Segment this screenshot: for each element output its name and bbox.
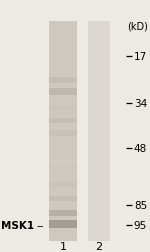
Text: 2: 2 <box>95 241 103 251</box>
Bar <box>50 78 76 83</box>
Text: 95: 95 <box>134 220 147 230</box>
Bar <box>50 21 76 241</box>
Bar <box>50 131 76 136</box>
Bar <box>50 118 76 124</box>
Bar <box>50 183 76 188</box>
Text: 17: 17 <box>134 52 147 62</box>
Text: MSK1: MSK1 <box>2 220 35 230</box>
Bar <box>50 172 76 176</box>
Bar <box>50 160 76 165</box>
Text: 85: 85 <box>134 200 147 210</box>
Bar <box>50 106 76 111</box>
Bar <box>88 21 110 241</box>
Text: 48: 48 <box>134 144 147 154</box>
Text: 1: 1 <box>60 241 66 251</box>
Bar <box>50 210 76 216</box>
Text: (kD): (kD) <box>128 21 148 32</box>
Bar <box>50 220 76 228</box>
Text: 34: 34 <box>134 98 147 108</box>
Bar <box>50 89 76 95</box>
Bar <box>50 197 76 202</box>
Text: --: -- <box>37 220 44 230</box>
